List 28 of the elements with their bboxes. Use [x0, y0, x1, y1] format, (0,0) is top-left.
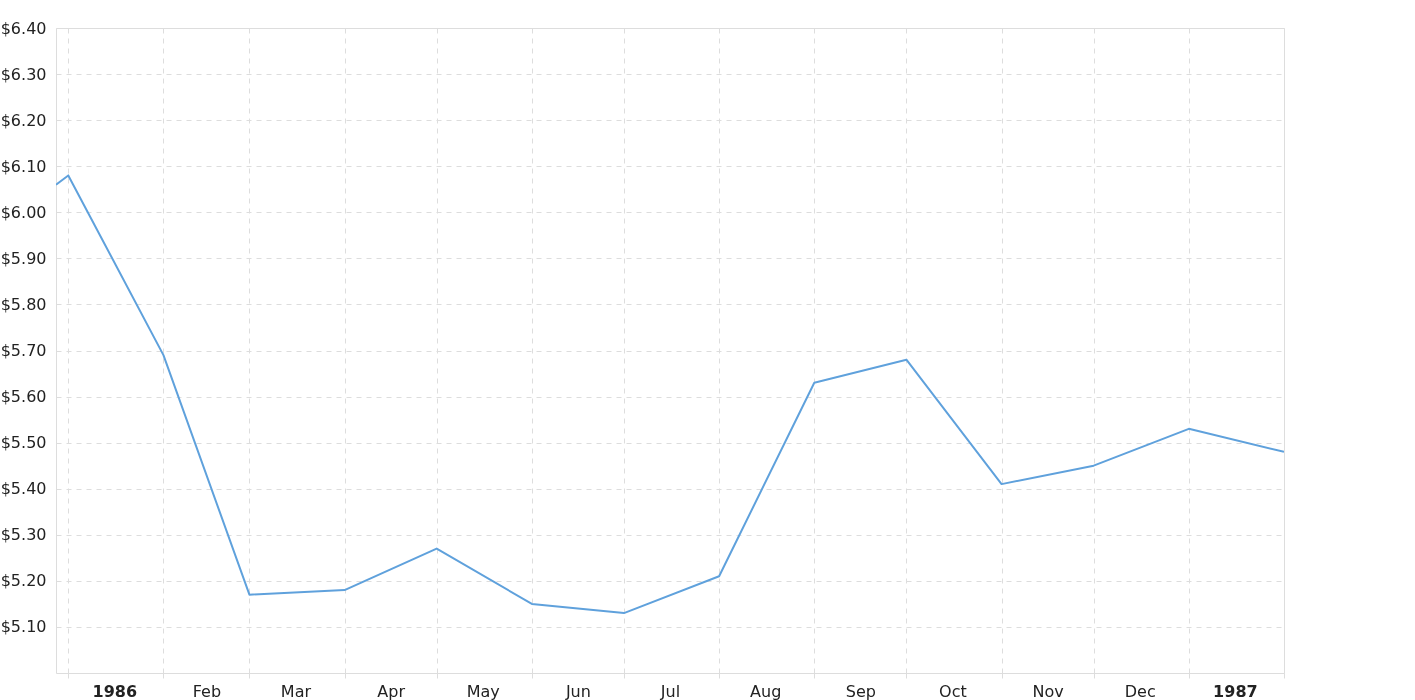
y-tick-label: $5.90	[0, 248, 47, 268]
x-tick-label: Aug	[750, 681, 782, 700]
y-tick-label: $5.80	[0, 294, 47, 314]
y-tick-label: $5.30	[0, 525, 47, 545]
x-tick-label: Dec	[1124, 681, 1156, 700]
y-tick-label: $6.00	[0, 202, 47, 222]
y-tick-label: $5.40	[0, 479, 47, 499]
y-tick-label: $6.30	[0, 64, 47, 84]
y-tick-label: $5.70	[0, 341, 47, 360]
y-tick-label: $5.20	[0, 571, 47, 591]
x-tick-label: Jul	[659, 681, 681, 700]
x-tick-label: Sep	[845, 681, 876, 700]
y-tick-label: $6.20	[0, 110, 47, 130]
y-tick-label: $6.40	[0, 18, 47, 38]
x-tick-label: May	[466, 681, 500, 700]
x-tick-label: Apr	[377, 681, 406, 700]
x-tick-label: Nov	[1032, 681, 1064, 700]
x-tick-label: 1986	[92, 681, 138, 700]
line-series	[56, 174, 1284, 615]
x-tick-label: Mar	[280, 681, 312, 700]
x-tick-label: 1987	[1213, 681, 1258, 700]
x-tick-label: Feb	[192, 681, 222, 700]
x-tick-label: Jun	[564, 681, 591, 700]
y-tick-label: $5.60	[0, 387, 47, 407]
y-tick-label: $5.10	[0, 617, 47, 637]
x-tick-label: Oct	[939, 681, 967, 700]
y-tick-label: $5.50	[0, 433, 47, 453]
y-tick-label: $6.10	[0, 156, 47, 176]
